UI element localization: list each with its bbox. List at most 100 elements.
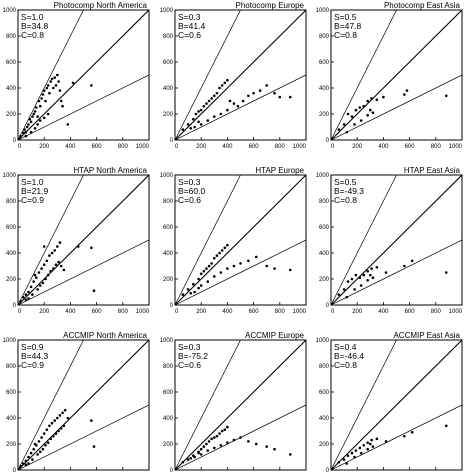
data-point: [46, 273, 50, 277]
data-point: [370, 97, 373, 100]
data-point: [220, 84, 224, 87]
data-point: [371, 276, 375, 280]
data-point: [375, 98, 379, 101]
data-point: [345, 295, 349, 299]
data-point: [370, 267, 373, 270]
stat-line-1: S=0.3: [178, 177, 201, 187]
stat-line-3: C=0.8: [334, 195, 357, 205]
reference-line-2: [331, 175, 462, 305]
data-point: [207, 440, 211, 443]
data-point: [33, 127, 37, 130]
data-point: [247, 94, 250, 98]
data-point: [232, 264, 236, 268]
data-point: [362, 444, 366, 447]
y-tick-label: 0: [326, 138, 330, 144]
x-tick-label: 200: [196, 309, 207, 315]
data-point: [38, 284, 42, 287]
data-point: [61, 104, 64, 108]
data-point: [206, 280, 210, 283]
data-point: [38, 450, 42, 454]
y-tick-label: 800: [163, 199, 174, 205]
x-tick-label: 0: [175, 309, 179, 315]
stat-line-2: B=-75.2: [178, 351, 208, 361]
data-point: [40, 436, 43, 439]
reference-line-1: [175, 340, 241, 470]
data-point: [49, 269, 53, 273]
x-tick-label: 800: [431, 309, 442, 315]
stat-line-1: S=0.3: [178, 12, 201, 22]
data-point: [36, 115, 39, 118]
data-point: [210, 262, 213, 265]
data-point: [45, 428, 49, 432]
y-tick-label: 1000: [316, 338, 330, 344]
data-point: [265, 84, 269, 87]
data-point: [220, 249, 224, 252]
data-point: [219, 444, 223, 447]
x-tick-label: 800: [118, 144, 129, 150]
data-point: [197, 120, 200, 124]
reference-line-1: [331, 340, 397, 470]
stat-line-3: C=0.6: [178, 30, 201, 40]
y-tick-label: 200: [319, 277, 330, 283]
stat-line-3: C=0.8: [334, 30, 357, 40]
data-point: [350, 277, 354, 281]
panel-7: 0200400600800100002004006008001000ACCMIP…: [3, 331, 150, 474]
data-point: [52, 267, 55, 270]
panel-5: 0 200 400 600 800 1000 0 200 400 600 800 1000 HTAP E…: [160, 166, 307, 315]
reference-line-2: [175, 10, 306, 140]
data-point: [337, 128, 341, 131]
data-point: [24, 459, 28, 463]
data-point: [62, 268, 66, 272]
data-point: [62, 424, 66, 428]
reference-line-1: [18, 175, 84, 305]
data-point: [57, 80, 60, 83]
data-point: [223, 81, 227, 85]
panel-title: ACCMIP East Asia: [393, 331, 460, 340]
reference-line-1: [331, 10, 397, 140]
data-point: [358, 446, 362, 450]
data-point: [25, 125, 29, 129]
data-point: [197, 110, 200, 113]
data-point: [40, 267, 43, 270]
data-point: [353, 288, 356, 291]
data-point: [215, 91, 219, 95]
data-point: [29, 285, 33, 289]
data-point: [41, 447, 45, 451]
data-point: [189, 292, 193, 295]
reference-line-1: [175, 175, 241, 305]
reference-line-1: [175, 10, 241, 140]
data-point: [265, 445, 269, 448]
data-point: [342, 288, 346, 291]
data-point: [345, 130, 349, 134]
data-point: [52, 434, 55, 438]
data-point: [33, 442, 37, 446]
data-point: [29, 120, 33, 124]
data-point: [202, 269, 206, 273]
x-tick-label: 400: [222, 144, 233, 150]
data-point: [36, 288, 39, 291]
panel-9: 0200400600800100002004006008001000ACCMIP…: [316, 331, 463, 474]
data-point: [92, 289, 96, 293]
data-point: [273, 267, 276, 270]
data-point: [213, 275, 216, 278]
data-point: [288, 95, 292, 99]
data-point: [48, 254, 51, 257]
y-tick-label: 200: [6, 112, 17, 118]
stat-line-2: B=60.0: [178, 186, 205, 196]
panel-4: 0 200 400 600 800 1000 0 200 400 600 800 1000 HTAP N…: [3, 166, 150, 315]
data-point: [24, 130, 28, 134]
data-point: [32, 112, 36, 116]
data-point: [358, 276, 362, 280]
data-point: [366, 99, 369, 103]
data-point: [59, 264, 63, 268]
data-point: [207, 264, 211, 268]
data-point: [232, 438, 236, 442]
stat-line-2: B=21.9: [21, 186, 48, 196]
data-point: [19, 299, 22, 303]
data-point: [24, 134, 28, 138]
data-point: [58, 414, 62, 417]
data-point: [354, 108, 358, 112]
data-point: [194, 112, 198, 116]
data-point: [27, 290, 30, 294]
stat-line-2: B=-46.4: [334, 351, 364, 361]
